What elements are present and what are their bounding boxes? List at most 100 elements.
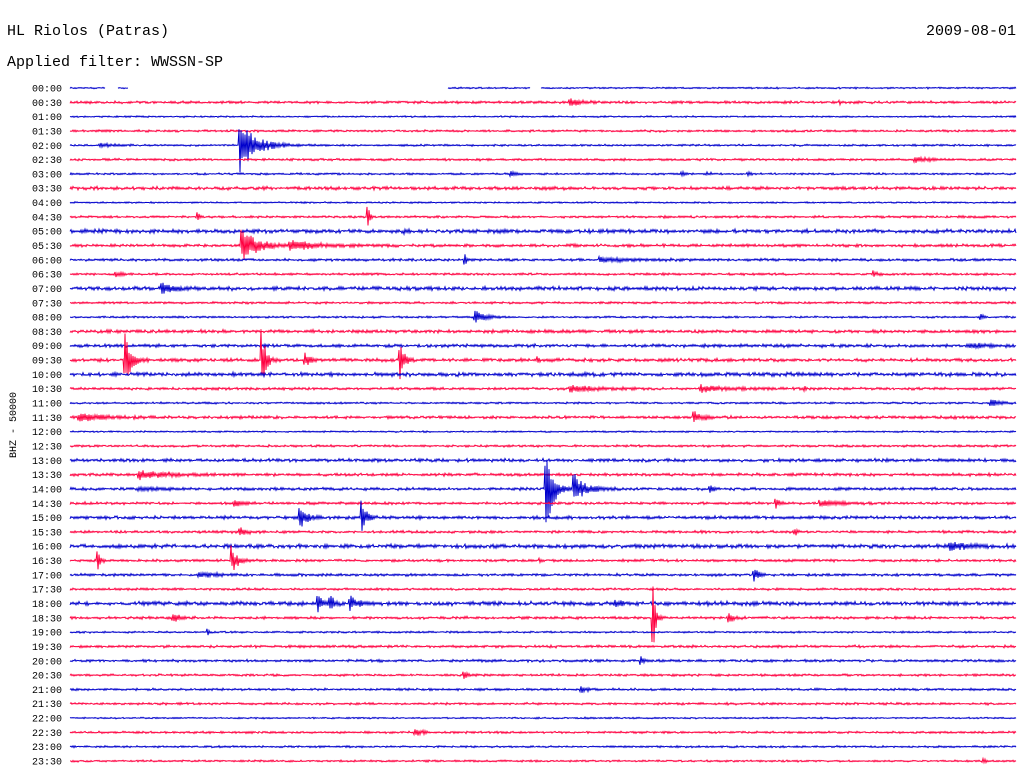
time-label: 00:00 [32, 85, 62, 96]
time-label: 02:00 [32, 142, 62, 153]
trace-line [69, 300, 1017, 306]
time-label: 12:30 [32, 443, 62, 454]
time-label: 14:30 [32, 500, 62, 511]
trace-row: 22:30 [32, 728, 1017, 740]
trace-row: 04:30 [32, 206, 1017, 226]
trace-line [69, 545, 1017, 571]
time-label: 16:30 [32, 557, 62, 568]
time-label: 21:30 [32, 700, 62, 711]
time-label: 01:00 [32, 113, 62, 124]
trace-row: 18:00 [32, 595, 1017, 613]
trace-row: 23:30 [32, 756, 1017, 769]
trace-line [69, 227, 1017, 237]
time-label: 17:30 [32, 586, 62, 597]
trace-line [69, 128, 1017, 134]
time-label: 03:00 [32, 170, 62, 181]
trace-row: 02:30 [32, 155, 1017, 167]
trace-line [69, 595, 1017, 613]
time-label: 13:00 [32, 457, 62, 468]
time-label: 09:30 [32, 357, 62, 368]
trace-row: 09:30 [32, 329, 1017, 380]
trace-line [69, 569, 1017, 582]
trace-line [69, 443, 1017, 449]
trace-line [69, 643, 1017, 650]
trace-line [69, 744, 1017, 749]
time-label: 07:00 [32, 285, 62, 296]
trace-line [69, 384, 1017, 393]
time-label: 12:00 [32, 428, 62, 439]
trace-row: 07:00 [32, 282, 1017, 296]
time-label: 01:30 [32, 128, 62, 139]
trace-row: 19:30 [32, 643, 1017, 654]
trace-row: 00:30 [32, 98, 1017, 110]
time-label: 05:00 [32, 228, 62, 239]
time-label: 05:30 [32, 242, 62, 253]
trace-row: 17:00 [32, 569, 1017, 582]
trace-line [69, 254, 1017, 265]
trace-line [69, 470, 1017, 481]
time-label: 04:30 [32, 213, 62, 224]
trace-line [69, 114, 1017, 119]
trace-row: 02:00 [32, 129, 1017, 173]
time-label: 02:30 [32, 156, 62, 167]
trace-line [69, 527, 1017, 536]
trace-row: 20:30 [32, 671, 1017, 683]
time-label: 18:30 [32, 614, 62, 625]
trace-line [69, 460, 1017, 523]
trace-row: 11:00 [32, 399, 1017, 411]
trace-line [69, 498, 1017, 509]
trace-row: 06:00 [32, 254, 1017, 267]
trace-line [69, 184, 1017, 192]
trace-row: 10:00 [32, 370, 1017, 382]
time-label: 19:30 [32, 643, 62, 654]
time-label: 03:30 [32, 185, 62, 196]
trace-line [69, 628, 1017, 636]
trace-row: 05:00 [32, 227, 1017, 239]
trace-line [69, 671, 1017, 679]
trace-row: 09:00 [32, 342, 1017, 353]
trace-row: 23:00 [32, 743, 1017, 754]
trace-row: 06:30 [32, 270, 1017, 282]
time-label: 15:00 [32, 514, 62, 525]
trace-line [69, 686, 1017, 694]
trace-line [69, 229, 1017, 259]
filter-label: Applied filter: WWSSN-SP [7, 54, 223, 71]
trace-line [69, 328, 1017, 335]
time-label: 07:30 [32, 299, 62, 310]
trace-row: 12:30 [32, 443, 1017, 454]
time-label: 10:00 [32, 371, 62, 382]
trace-line [69, 429, 1017, 434]
time-label: 04:00 [32, 199, 62, 210]
trace-row: 12:00 [32, 428, 1017, 439]
trace-line [69, 86, 1017, 90]
trace-row: 00:00 [32, 85, 1017, 96]
trace-row: 14:30 [32, 498, 1017, 511]
trace-line [69, 656, 1017, 665]
station-title: HL Riolos (Patras) [7, 23, 169, 40]
trace-line [69, 456, 1017, 464]
channel-label: BHZ - 50000 [9, 392, 20, 458]
time-label: 15:30 [32, 528, 62, 539]
time-label: 00:30 [32, 99, 62, 110]
time-label: 16:00 [32, 543, 62, 554]
trace-line [69, 411, 1017, 423]
trace-line [69, 728, 1017, 737]
trace-row: 04:00 [32, 199, 1017, 210]
time-label: 23:00 [32, 743, 62, 754]
trace-row: 01:00 [32, 113, 1017, 124]
time-label: 22:30 [32, 729, 62, 740]
time-label: 18:00 [32, 600, 62, 611]
trace-line [69, 310, 1017, 323]
trace-row: 01:30 [32, 128, 1017, 139]
trace-row: 16:00 [32, 542, 1017, 554]
trace-row: 21:00 [32, 686, 1017, 697]
trace-row: 15:00 [32, 500, 1017, 531]
trace-line [69, 282, 1017, 294]
trace-line [69, 270, 1017, 278]
trace-line [69, 542, 1017, 551]
trace-row: 22:00 [32, 715, 1017, 726]
trace-row: 17:30 [32, 586, 1017, 597]
time-label: 19:00 [32, 629, 62, 640]
time-label: 11:00 [32, 400, 62, 411]
